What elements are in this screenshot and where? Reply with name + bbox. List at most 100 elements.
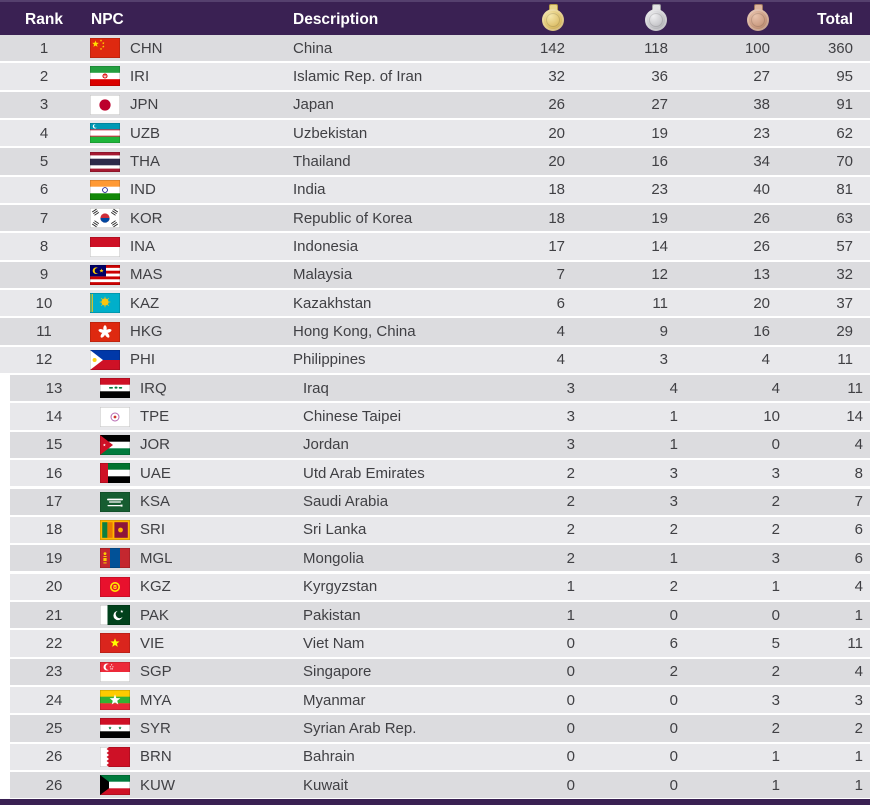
gold-count: 3 (566, 379, 575, 397)
description-cell: Kazakhstan (293, 294, 372, 312)
description-cell: Kyrgyzstan (303, 578, 378, 596)
bronze-count: 100 (744, 39, 770, 57)
description-cell: Indonesia (293, 238, 359, 256)
silver-count: 19 (651, 124, 668, 142)
rank-cell: 22 (45, 634, 63, 652)
rank-cell: 16 (45, 464, 63, 482)
total-count: 4 (854, 663, 863, 681)
npc-code: MYA (140, 691, 172, 709)
bronze-count: 2 (771, 493, 780, 511)
silver-medal-icon (644, 4, 668, 37)
rank-cell: 9 (39, 266, 49, 284)
description-cell: Malaysia (293, 266, 353, 284)
total-count: 29 (836, 323, 853, 341)
description-cell: China (293, 39, 333, 57)
npc-code: VIE (140, 634, 165, 652)
npc-cell: MYA (98, 690, 300, 711)
rank-cell: 8 (39, 238, 49, 256)
silver-count: 118 (644, 39, 668, 57)
gold-count: 2 (566, 549, 575, 567)
silver-count: 2 (669, 521, 678, 539)
flag-icon-sgp (100, 661, 130, 682)
npc-cell: INA (88, 236, 290, 257)
description-cell: Kuwait (303, 776, 349, 794)
npc-cell: BRN (98, 746, 300, 767)
table-row: 8 INA Indonesia 17 14 26 57 (0, 233, 870, 260)
npc-code: IND (130, 181, 156, 199)
npc-code: INA (130, 238, 156, 256)
npc-code: IRQ (140, 379, 167, 397)
rank-cell: 12 (35, 351, 53, 369)
flag-icon-ina (90, 236, 120, 257)
silver-count: 0 (669, 719, 678, 737)
npc-code: PHI (130, 351, 156, 369)
description-cell: Uzbekistan (293, 124, 368, 142)
table-row: 3 JPN Japan 26 27 38 91 (0, 91, 870, 118)
description-cell: Islamic Rep. of Iran (293, 67, 423, 85)
flag-icon-syr (100, 718, 130, 739)
gold-count: 4 (556, 351, 565, 369)
bronze-count: 3 (771, 549, 780, 567)
gold-count: 20 (548, 124, 565, 142)
silver-count: 1 (669, 436, 678, 454)
flag-icon-jpn (90, 94, 120, 115)
gold-count: 0 (566, 748, 575, 766)
total-count: 1 (854, 776, 863, 794)
npc-cell: PAK (98, 605, 300, 626)
total-count: 14 (846, 408, 863, 426)
npc-code: SRI (140, 521, 166, 539)
gold-count: 142 (539, 39, 565, 57)
silver-count: 4 (669, 379, 678, 397)
bronze-count: 3 (771, 691, 780, 709)
table-body: 1 CHN China 142 118 100 360 2 IRI Islami… (0, 35, 870, 799)
silver-count: 36 (651, 67, 668, 85)
silver-count: 3 (659, 351, 668, 369)
bronze-count: 27 (753, 67, 770, 85)
npc-cell: JPN (88, 94, 290, 115)
npc-cell: IND (88, 179, 290, 200)
bronze-count: 4 (771, 379, 780, 397)
bronze-count: 20 (753, 294, 770, 312)
flag-icon-irq (100, 378, 130, 399)
npc-code: SYR (140, 719, 171, 737)
rank-cell: 15 (45, 436, 63, 454)
bronze-count: 0 (771, 606, 780, 624)
description-cell: Singapore (303, 663, 372, 681)
bronze-count: 26 (753, 209, 770, 227)
bronze-count: 1 (771, 748, 780, 766)
gold-count: 2 (566, 521, 575, 539)
total-count: 6 (854, 521, 863, 539)
npc-cell: KUW (98, 775, 300, 796)
silver-count: 3 (669, 464, 678, 482)
npc-cell: KGZ (98, 576, 300, 597)
total-count: 81 (836, 181, 853, 199)
flag-icon-ksa (100, 491, 130, 512)
silver-count: 6 (669, 634, 678, 652)
bronze-count: 5 (771, 634, 780, 652)
description-cell: Republic of Korea (293, 209, 413, 227)
rank-cell: 20 (45, 578, 63, 596)
npc-cell: UZB (88, 123, 290, 144)
table-row: 18 SRI Sri Lanka 2 2 2 6 (10, 516, 870, 544)
bronze-medal-icon (746, 4, 770, 37)
npc-code: KAZ (130, 294, 160, 312)
table-row: 20 KGZ Kyrgyzstan 1 2 1 4 (10, 573, 870, 600)
description-cell: Philippines (293, 351, 366, 369)
column-header-total: Total (817, 10, 853, 28)
rank-cell: 18 (45, 521, 63, 539)
description-cell: Saudi Arabia (303, 493, 389, 511)
table-header-row: Rank NPC Description Total (0, 0, 870, 35)
gold-count: 1 (566, 578, 575, 596)
silver-count: 0 (669, 748, 678, 766)
flag-icon-phi (90, 349, 120, 370)
silver-count: 16 (651, 153, 668, 171)
npc-code: CHN (130, 39, 163, 57)
npc-cell: KAZ (88, 293, 290, 314)
silver-count: 1 (669, 408, 678, 426)
rank-cell: 11 (36, 323, 52, 341)
npc-code: KOR (130, 209, 163, 227)
npc-code: TPE (140, 408, 170, 426)
silver-count: 14 (651, 238, 668, 256)
total-count: 91 (836, 96, 853, 114)
